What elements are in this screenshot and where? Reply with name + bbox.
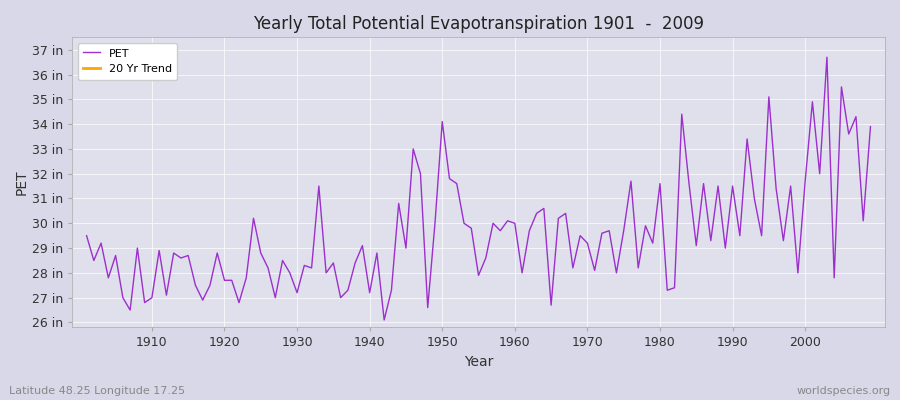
Legend: PET, 20 Yr Trend: PET, 20 Yr Trend	[77, 43, 177, 80]
PET	[343, 288, 354, 293]
PET	[517, 270, 527, 275]
Text: Latitude 48.25 Longitude 17.25: Latitude 48.25 Longitude 17.25	[9, 386, 185, 396]
X-axis label: Year: Year	[464, 355, 493, 369]
PET	[81, 233, 92, 238]
PET	[865, 124, 876, 129]
PET	[140, 300, 150, 305]
PET	[509, 221, 520, 226]
Y-axis label: PET: PET	[15, 170, 29, 195]
Text: worldspecies.org: worldspecies.org	[796, 386, 891, 396]
PET	[604, 228, 615, 233]
PET	[822, 55, 832, 60]
PET	[299, 263, 310, 268]
PET	[379, 318, 390, 322]
Title: Yearly Total Potential Evapotranspiration 1901  -  2009: Yearly Total Potential Evapotranspiratio…	[253, 15, 704, 33]
Line: PET: PET	[86, 57, 870, 320]
